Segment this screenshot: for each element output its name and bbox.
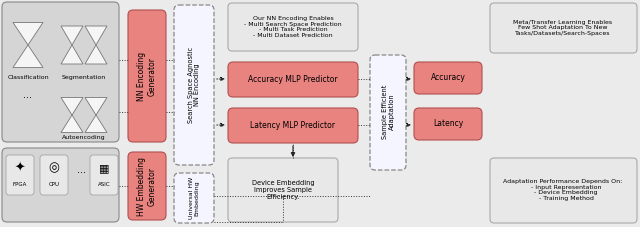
Polygon shape (13, 22, 43, 45)
Text: Classification: Classification (7, 75, 49, 80)
Polygon shape (13, 45, 43, 67)
FancyBboxPatch shape (174, 173, 214, 223)
Text: Universal HW
Embedding: Universal HW Embedding (189, 177, 200, 219)
Polygon shape (85, 45, 107, 64)
Text: Accuracy: Accuracy (431, 74, 465, 82)
FancyBboxPatch shape (228, 158, 338, 222)
Polygon shape (61, 98, 83, 115)
Text: Sample Efficient
Adaptation: Sample Efficient Adaptation (381, 85, 394, 139)
Text: Segmentation: Segmentation (62, 75, 106, 80)
Text: HW Embedding
Generator: HW Embedding Generator (138, 156, 157, 215)
FancyBboxPatch shape (2, 148, 119, 222)
Text: ◎: ◎ (49, 161, 60, 175)
Text: ...: ... (24, 90, 33, 100)
FancyBboxPatch shape (490, 3, 637, 53)
FancyBboxPatch shape (128, 10, 166, 142)
Text: Accuracy MLP Predictor: Accuracy MLP Predictor (248, 74, 338, 84)
FancyBboxPatch shape (40, 155, 68, 195)
Text: ASIC: ASIC (98, 182, 110, 187)
FancyBboxPatch shape (228, 62, 358, 97)
FancyBboxPatch shape (2, 2, 119, 142)
FancyBboxPatch shape (414, 108, 482, 140)
Polygon shape (85, 115, 107, 133)
Text: Meta/Transfer Learning Enables
Few Shot Adaptation To New
Tasks/Datasets/Search-: Meta/Transfer Learning Enables Few Shot … (513, 20, 612, 36)
FancyBboxPatch shape (228, 3, 358, 51)
Polygon shape (61, 45, 83, 64)
FancyBboxPatch shape (6, 155, 34, 195)
FancyBboxPatch shape (228, 108, 358, 143)
Polygon shape (85, 26, 107, 45)
Text: ✦: ✦ (15, 161, 25, 175)
Polygon shape (61, 26, 83, 45)
Text: Autoencoding: Autoencoding (62, 135, 106, 140)
Text: FPGA: FPGA (13, 182, 27, 187)
FancyBboxPatch shape (414, 62, 482, 94)
Polygon shape (61, 115, 83, 133)
Text: ▦: ▦ (99, 163, 109, 173)
Text: Latency: Latency (433, 119, 463, 128)
FancyBboxPatch shape (490, 158, 637, 223)
FancyBboxPatch shape (128, 152, 166, 220)
Text: CPU: CPU (49, 182, 60, 187)
Polygon shape (85, 98, 107, 115)
FancyBboxPatch shape (90, 155, 118, 195)
FancyBboxPatch shape (174, 5, 214, 165)
Text: Search Space Agnostic
NN Encoding: Search Space Agnostic NN Encoding (188, 47, 200, 123)
Text: ...: ... (77, 165, 86, 175)
Text: NN Encoding
Generator: NN Encoding Generator (138, 52, 157, 101)
Text: Adaptation Performance Depends On:
   - Input Representation
   - Device Embeddi: Adaptation Performance Depends On: - Inp… (504, 179, 623, 201)
Text: Latency MLP Predictor: Latency MLP Predictor (250, 121, 335, 129)
Text: Device Embedding
Improves Sample
Efficiency.: Device Embedding Improves Sample Efficie… (252, 180, 314, 200)
Text: Our NN Encoding Enables
- Multi Search Space Prediction
- Multi Task Prediction
: Our NN Encoding Enables - Multi Search S… (244, 16, 342, 38)
FancyBboxPatch shape (370, 55, 406, 170)
